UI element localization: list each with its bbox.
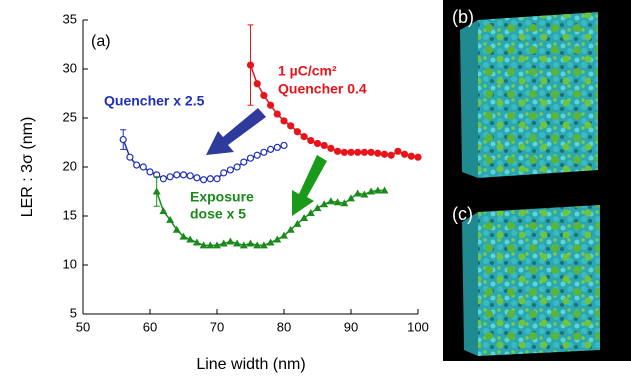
3d-images: (b) (c) — [443, 0, 631, 361]
figure: (b) (c) LER : 3σ (nm) Line width (nm) 5 1… — [0, 0, 631, 377]
x-axis-label: Line width (nm) — [196, 356, 305, 373]
marker — [348, 149, 354, 155]
marker — [408, 153, 414, 159]
marker — [368, 149, 374, 155]
marker — [241, 159, 247, 165]
marker — [254, 152, 260, 158]
marker — [328, 145, 334, 151]
marker — [147, 169, 153, 175]
marker — [288, 123, 294, 129]
marker — [127, 154, 133, 160]
marker — [281, 118, 287, 124]
marker — [181, 172, 187, 178]
x-tick-label: 60 — [143, 319, 157, 334]
x-tick-label: 50 — [76, 319, 90, 334]
annotation: dose x 5 — [190, 206, 246, 222]
marker — [314, 204, 322, 211]
marker — [382, 151, 388, 157]
x-tick-label: 70 — [210, 319, 224, 334]
marker — [261, 149, 267, 155]
marker — [159, 207, 167, 214]
annotation: Quencher 0.4 — [278, 81, 367, 97]
marker — [227, 167, 233, 173]
marker — [261, 92, 267, 98]
marker — [308, 138, 314, 144]
marker — [194, 175, 200, 181]
marker — [221, 170, 227, 176]
annotation: Exposure — [190, 189, 254, 205]
marker — [248, 62, 254, 68]
panel-label: (b) — [452, 7, 474, 27]
marker — [281, 142, 287, 148]
marker — [167, 174, 173, 180]
x-tick-label: 90 — [344, 319, 358, 334]
y-axis-label: LER : 3σ (nm) — [19, 117, 36, 218]
marker — [226, 237, 234, 244]
panel-label: (c) — [452, 204, 473, 224]
marker — [273, 236, 281, 243]
annotation: Quencher x 2.5 — [104, 93, 205, 109]
marker — [268, 102, 274, 108]
marker — [361, 149, 367, 155]
marker — [160, 176, 166, 182]
y-tick-label: 5 — [70, 305, 77, 320]
marker — [294, 129, 300, 135]
marker — [395, 148, 401, 154]
marker — [415, 154, 421, 160]
marker — [402, 151, 408, 157]
marker — [355, 149, 361, 155]
marker — [335, 148, 341, 154]
marker — [274, 144, 280, 150]
y-tick-label: 15 — [63, 207, 77, 222]
marker — [207, 176, 213, 182]
y-tick-label: 30 — [63, 60, 77, 75]
marker — [201, 177, 207, 183]
marker — [274, 111, 280, 117]
y-tick-label: 10 — [63, 256, 77, 271]
annotation: (a) — [91, 33, 111, 50]
marker — [327, 197, 335, 204]
x-tick-label: 100 — [407, 319, 429, 334]
marker — [315, 140, 321, 146]
annotation: 1 µC/cm² — [278, 63, 337, 79]
y-tick-label: 25 — [63, 109, 77, 124]
x-tick-label: 80 — [277, 319, 291, 334]
marker — [140, 164, 146, 170]
marker — [214, 176, 220, 182]
marker — [247, 239, 255, 246]
marker — [321, 142, 327, 148]
marker — [354, 189, 362, 196]
marker — [341, 149, 347, 155]
marker — [153, 188, 161, 195]
marker — [268, 146, 274, 152]
y-tick-label: 20 — [63, 158, 77, 173]
marker — [301, 134, 307, 140]
marker — [234, 164, 240, 170]
marker — [120, 137, 126, 143]
marker — [187, 173, 193, 179]
marker — [254, 81, 260, 87]
marker — [134, 162, 140, 168]
marker — [248, 155, 254, 161]
marker — [388, 152, 394, 158]
y-tick-label: 35 — [63, 11, 77, 26]
marker — [174, 172, 180, 178]
marker — [375, 150, 381, 156]
